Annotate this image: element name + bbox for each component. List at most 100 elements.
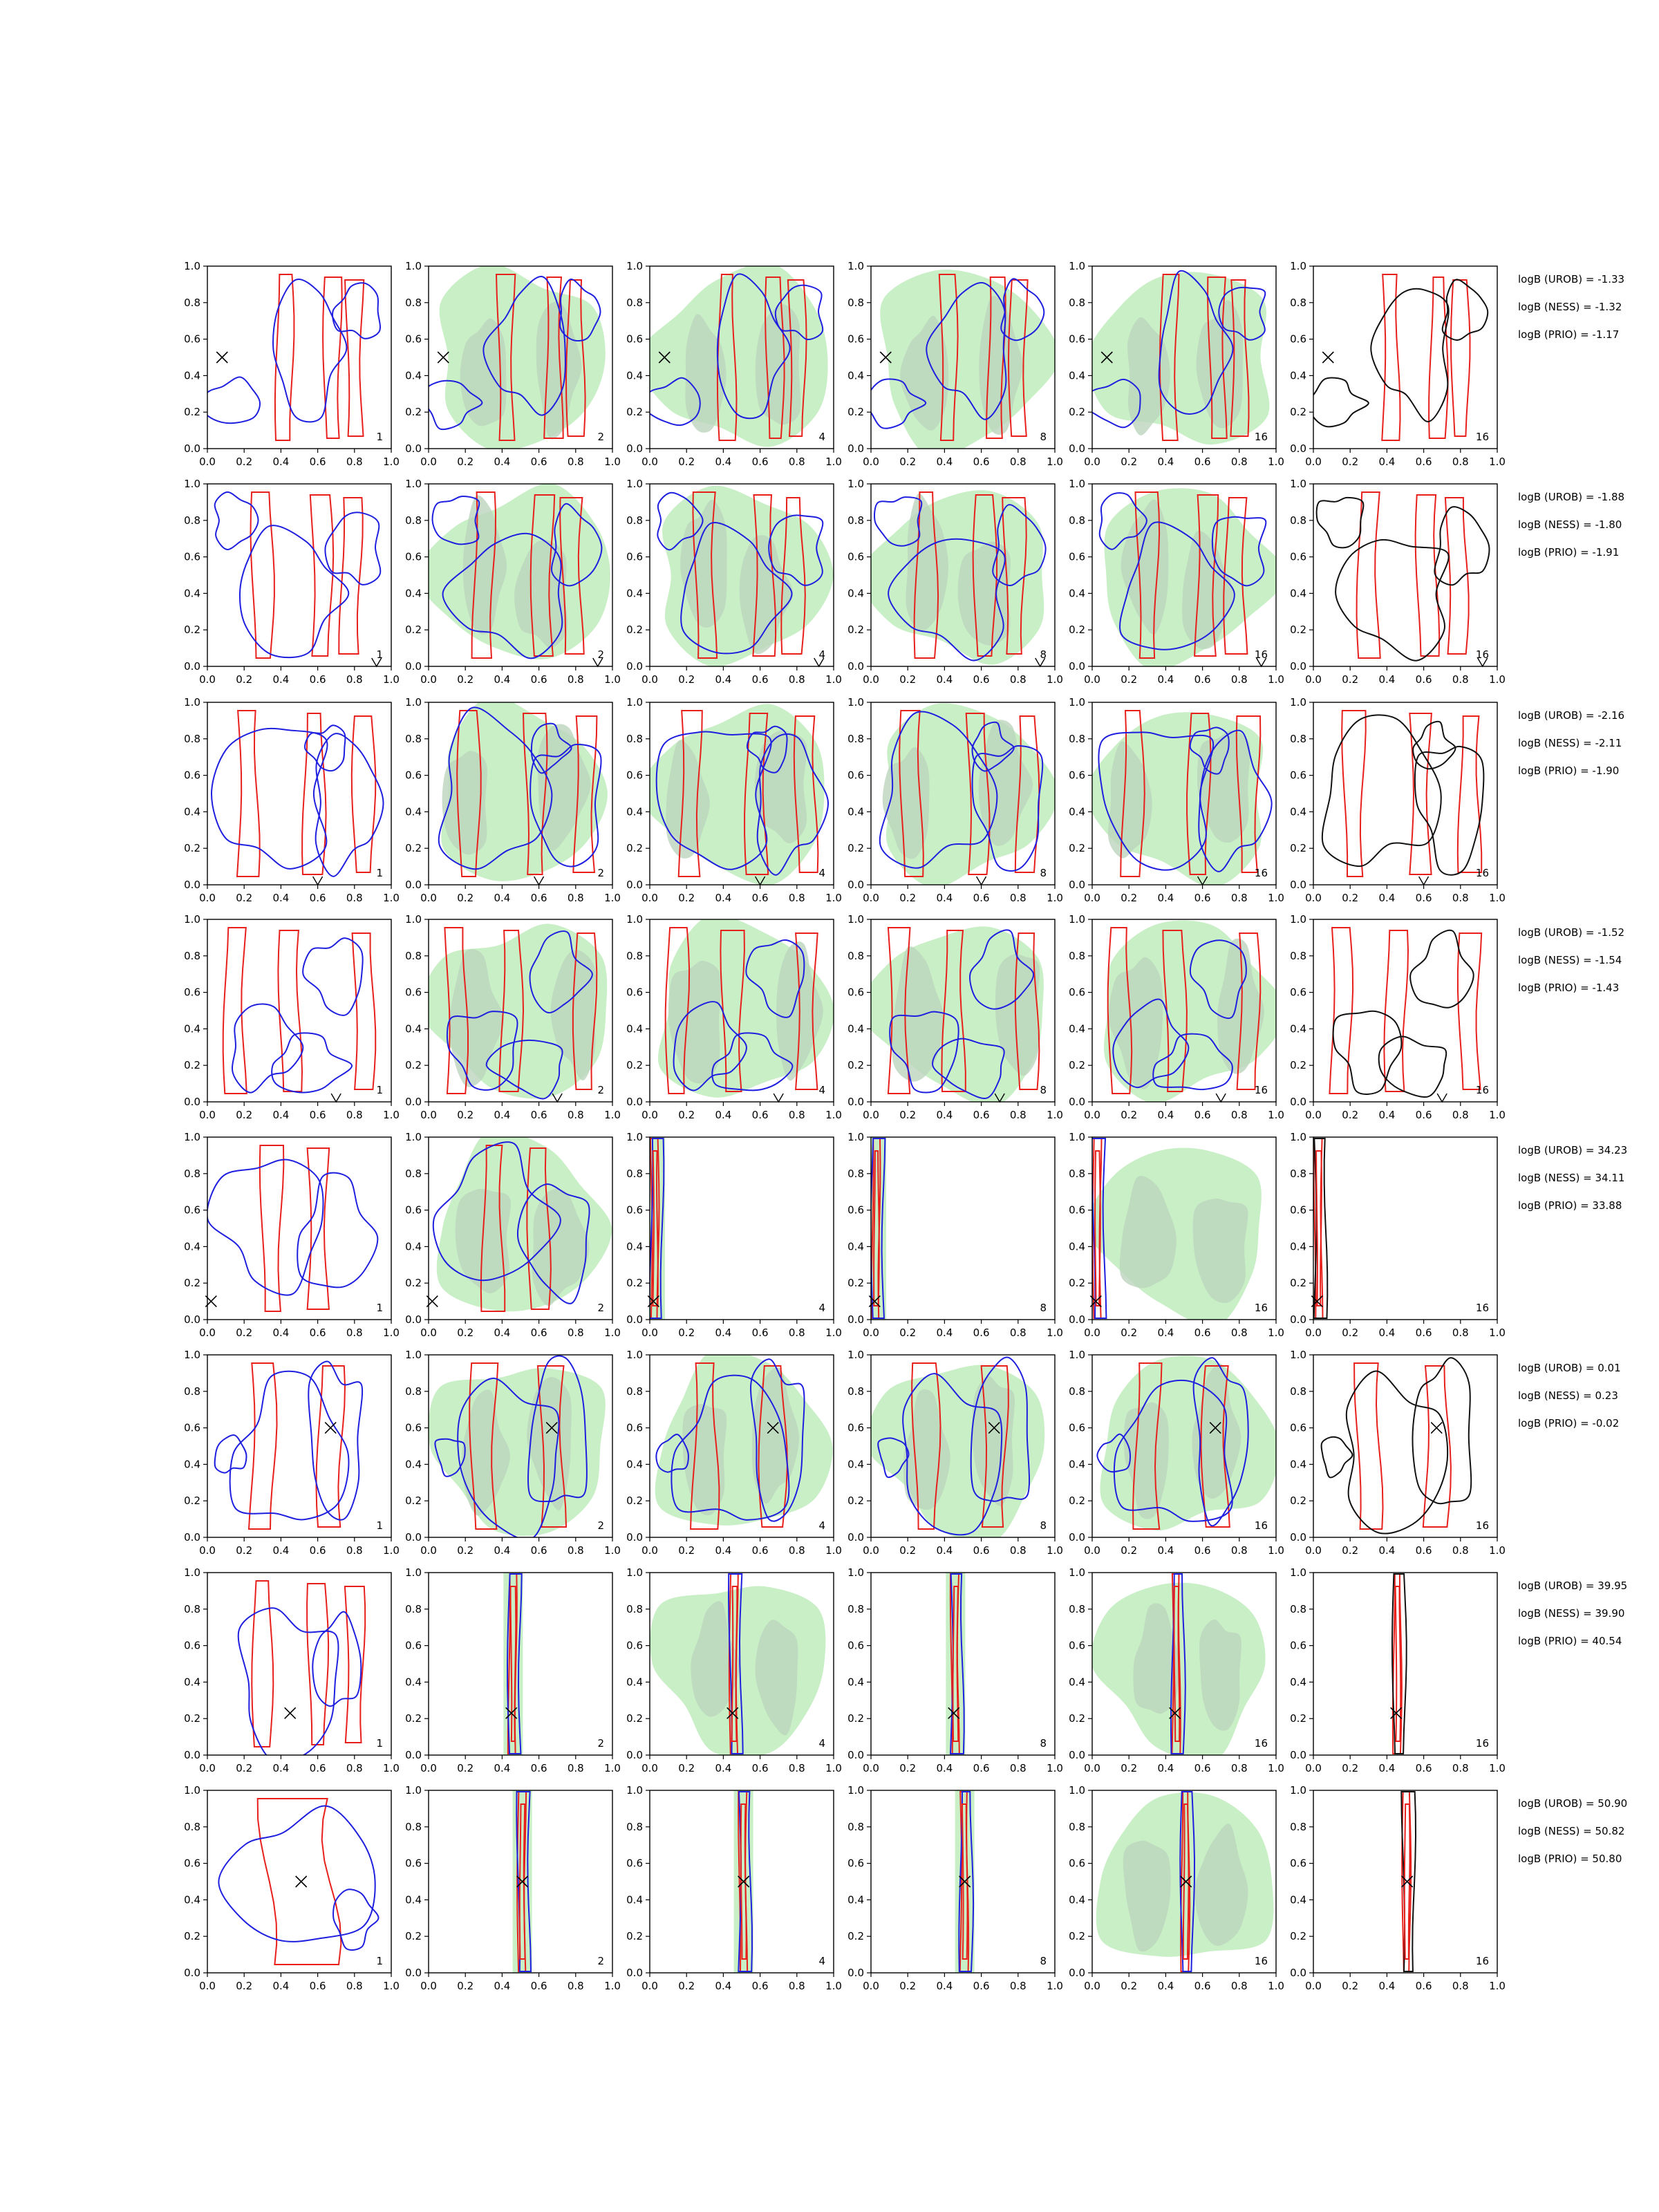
y-tick-label: 0.0 (626, 1967, 643, 1979)
y-tick-label: 1.0 (1069, 913, 1085, 926)
contour-line (1132, 1362, 1163, 1530)
y-tick-label: 1.0 (1069, 1349, 1085, 1361)
sample-count-label: 8 (1040, 1737, 1047, 1750)
y-tick-label: 0.6 (405, 1640, 422, 1652)
y-tick-label: 0.6 (184, 1857, 200, 1870)
density-fill (1199, 1619, 1241, 1731)
y-tick-label: 1.0 (626, 913, 643, 926)
axes-frame (649, 919, 834, 1103)
contour-line (338, 497, 364, 655)
x-tick-label: 0.8 (1452, 892, 1469, 904)
x-tick-label: 1.0 (1047, 1762, 1063, 1774)
density-fill (1119, 1175, 1177, 1288)
contour-line (218, 1805, 376, 1942)
y-tick-label: 0.6 (626, 769, 643, 782)
axes-frame (870, 919, 1056, 1103)
contour-line (522, 713, 548, 875)
contour-line (1192, 1357, 1249, 1527)
y-tick-label: 0.0 (847, 442, 864, 455)
x-tick-label: 0.8 (1452, 456, 1469, 468)
x-tick-label: 0.4 (272, 673, 289, 686)
axes-frame (1091, 1572, 1277, 1756)
y-tick-label: 1.0 (1290, 1131, 1306, 1143)
x-tick-label: 0.4 (272, 1109, 289, 1121)
sample-count-label: 2 (597, 1955, 604, 1967)
x-tick-label: 0.2 (1121, 1762, 1137, 1774)
contour-line (1162, 930, 1188, 1092)
contour-line (969, 929, 1034, 1010)
x-tick-label: 0.0 (1084, 892, 1100, 904)
y-tick-label: 1.0 (405, 1566, 422, 1579)
y-tick-label: 0.4 (1290, 369, 1306, 382)
x-tick-label: 0.4 (936, 1109, 953, 1121)
axes-frame (207, 1354, 392, 1538)
x-tick-label: 0.6 (973, 1980, 990, 1992)
contour-line (529, 930, 593, 1014)
subplot-r2-c4: 0.00.00.20.20.40.40.60.60.80.81.01.08 (847, 478, 1063, 686)
x-tick-label: 0.4 (936, 1980, 953, 1992)
x-tick-label: 0.4 (494, 673, 510, 686)
x-tick-label: 0.8 (1010, 1762, 1027, 1774)
y-tick-label: 1.0 (405, 478, 422, 490)
x-tick-label: 0.6 (1194, 1980, 1211, 1992)
y-tick-label: 0.8 (405, 1385, 422, 1398)
contour-line (744, 713, 769, 875)
y-tick-label: 0.4 (1069, 1240, 1085, 1253)
x-tick-label: 0.0 (863, 892, 879, 904)
contour-line (229, 1370, 350, 1521)
true-parameter-marker (1169, 1707, 1181, 1719)
x-tick-label: 0.8 (789, 1109, 805, 1121)
subplot-r6-c4: 0.00.00.20.20.40.40.60.60.80.81.01.08 (847, 1349, 1063, 1557)
contour-line (1391, 1573, 1403, 1754)
y-tick-label: 0.0 (184, 1967, 200, 1979)
y-tick-label: 0.0 (847, 1313, 864, 1326)
contour-line (271, 1032, 353, 1094)
subplot-r4-c2: 0.00.0 0.2 0.2 0.4 0.4 0.6 0.6 0.8 0.8 1.0 1.0 2 (405, 913, 621, 1121)
y-tick-label: 0.2 (184, 842, 200, 854)
axes-frame (870, 483, 1056, 667)
x-tick-label: 0.0 (863, 673, 879, 686)
y-tick-label: 0.2 (184, 1277, 200, 1289)
subplot-r3-c2: 0.00.0 0.2 0.2 0.4 0.4 0.6 0.6 0.8 0.8 1.0 1.0 2 (405, 696, 621, 904)
x-tick-label: 0.6 (531, 1544, 547, 1557)
x-tick-label: 0.6 (973, 1109, 990, 1121)
contour-line (1152, 1033, 1233, 1091)
x-tick-label: 0.6 (752, 1327, 769, 1339)
subplot-r5-c1: 0.00.0 0.2 0.2 0.4 0.4 0.6 0.6 0.8 0.8 1.0 1.0 1 (184, 1131, 400, 1339)
y-tick-label: 0.8 (405, 1821, 422, 1833)
axes-frame (207, 1572, 392, 1756)
x-tick-label: 0.4 (1157, 673, 1174, 686)
x-tick-label: 0.6 (310, 673, 326, 686)
density-fill (462, 1389, 510, 1516)
x-tick-label: 0.8 (1231, 1980, 1248, 1992)
x-tick-label: 0.2 (1121, 1327, 1137, 1339)
y-tick-label: 0.6 (847, 1640, 864, 1652)
y-tick-label: 0.2 (847, 1277, 864, 1289)
contour-line (210, 727, 328, 870)
x-tick-label: 0.8 (568, 456, 584, 468)
axes-frame (1091, 483, 1277, 667)
y-tick-label: 0.4 (847, 1240, 864, 1253)
y-tick-label: 0.0 (1290, 1749, 1306, 1761)
density-fill (536, 301, 582, 440)
contour-line (572, 715, 598, 873)
y-tick-label: 0.2 (184, 1059, 200, 1071)
x-tick-label: 0.0 (641, 673, 658, 686)
true-parameter-marker (1180, 1875, 1192, 1888)
x-tick-label: 0.2 (678, 1109, 695, 1121)
x-tick-label: 0.2 (678, 1544, 695, 1557)
contour-line (529, 743, 602, 868)
contour-line (793, 715, 819, 873)
contour-line (1159, 274, 1180, 441)
y-tick-label: 0.2 (626, 1059, 643, 1071)
density-fill (442, 751, 487, 855)
y-tick-label: 0.8 (1290, 1168, 1306, 1180)
y-tick-label: 0.6 (847, 1422, 864, 1434)
contour-line (888, 538, 1006, 662)
y-tick-label: 0.4 (184, 1893, 200, 1906)
x-tick-label: 0.4 (715, 673, 731, 686)
density-fill (532, 1189, 590, 1306)
sample-count-label: 16 (1476, 1302, 1489, 1314)
x-tick-label: 0.4 (715, 1544, 731, 1557)
sample-count-label: 1 (376, 1302, 383, 1314)
